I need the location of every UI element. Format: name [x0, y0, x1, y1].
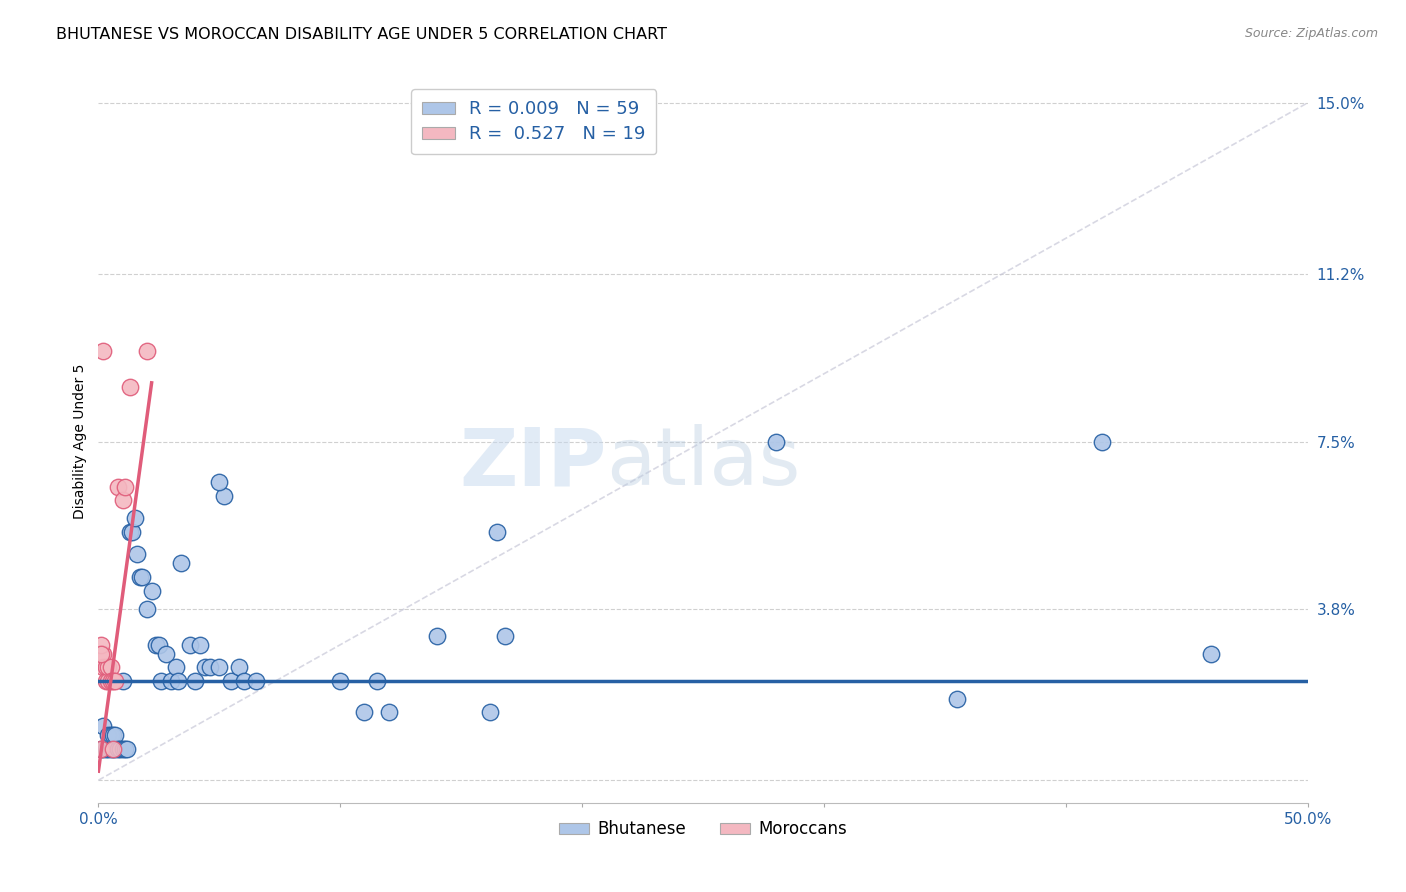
Point — [104, 728, 127, 742]
Point — [1091, 434, 1114, 449]
Point — [765, 434, 787, 449]
Point — [329, 673, 352, 688]
Point — [1199, 647, 1222, 661]
Point — [232, 673, 254, 688]
Point — [97, 728, 120, 742]
Point — [91, 344, 114, 359]
Point — [145, 638, 167, 652]
Point — [108, 741, 131, 756]
Point — [165, 660, 187, 674]
Point — [366, 673, 388, 688]
Point — [94, 673, 117, 688]
Point — [100, 673, 122, 688]
Point — [135, 601, 157, 615]
Point — [91, 647, 114, 661]
Point — [179, 638, 201, 652]
Point — [118, 380, 141, 394]
Point — [160, 673, 183, 688]
Point — [184, 673, 207, 688]
Point — [97, 673, 120, 688]
Point — [167, 673, 190, 688]
Point — [90, 741, 112, 756]
Point — [155, 647, 177, 661]
Point — [117, 741, 139, 756]
Point — [118, 524, 141, 539]
Point — [228, 660, 250, 674]
Text: Source: ZipAtlas.com: Source: ZipAtlas.com — [1244, 27, 1378, 40]
Point — [91, 741, 114, 756]
Point — [90, 638, 112, 652]
Point — [150, 673, 173, 688]
Point — [131, 570, 153, 584]
Point — [494, 629, 516, 643]
Y-axis label: Disability Age Under 5: Disability Age Under 5 — [73, 364, 87, 519]
Point — [194, 660, 217, 674]
Point — [127, 548, 149, 562]
Point — [107, 480, 129, 494]
Point — [107, 741, 129, 756]
Point — [486, 524, 509, 539]
Point — [90, 647, 112, 661]
Point — [100, 728, 122, 742]
Point — [111, 673, 134, 688]
Point — [479, 706, 502, 720]
Point — [946, 692, 969, 706]
Point — [135, 344, 157, 359]
Point — [141, 583, 163, 598]
Point — [245, 673, 267, 688]
Point — [101, 728, 124, 742]
Point — [90, 741, 112, 756]
Point — [426, 629, 449, 643]
Point — [104, 673, 127, 688]
Point — [148, 638, 170, 652]
Point — [208, 660, 231, 674]
Point — [100, 660, 122, 674]
Point — [114, 741, 136, 756]
Point — [91, 719, 114, 733]
Point — [377, 706, 399, 720]
Point — [100, 741, 122, 756]
Point — [97, 660, 120, 674]
Legend: Bhutanese, Moroccans: Bhutanese, Moroccans — [553, 814, 853, 845]
Point — [188, 638, 211, 652]
Point — [91, 660, 114, 674]
Text: atlas: atlas — [606, 425, 800, 502]
Point — [114, 480, 136, 494]
Point — [121, 524, 143, 539]
Point — [111, 493, 134, 508]
Point — [97, 741, 120, 756]
Point — [101, 741, 124, 756]
Point — [94, 741, 117, 756]
Point — [101, 673, 124, 688]
Point — [208, 475, 231, 490]
Point — [198, 660, 221, 674]
Point — [104, 741, 127, 756]
Text: ZIP: ZIP — [458, 425, 606, 502]
Point — [101, 741, 124, 756]
Text: BHUTANESE VS MOROCCAN DISABILITY AGE UNDER 5 CORRELATION CHART: BHUTANESE VS MOROCCAN DISABILITY AGE UND… — [56, 27, 668, 42]
Point — [128, 570, 150, 584]
Point — [111, 741, 134, 756]
Point — [169, 557, 191, 571]
Point — [353, 706, 375, 720]
Point — [212, 489, 235, 503]
Point — [124, 511, 146, 525]
Point — [221, 673, 243, 688]
Point — [94, 660, 117, 674]
